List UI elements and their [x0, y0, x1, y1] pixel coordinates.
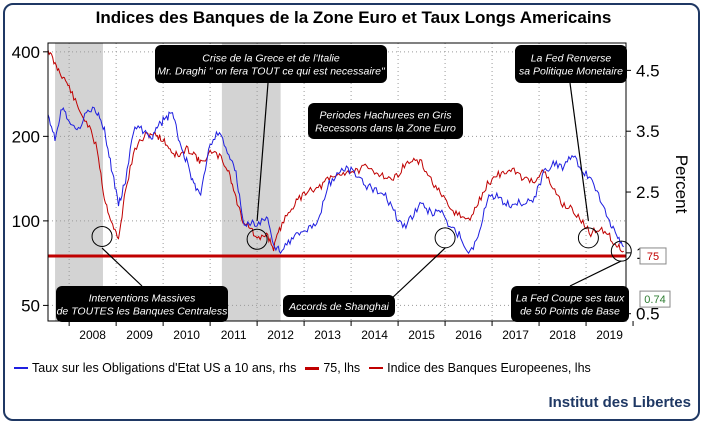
x-tick-label-2009: 2009 [126, 328, 153, 342]
axes: 2008 2009 2010 2011 2012 2013 2014 2015 2016 2017… [12, 42, 691, 342]
annotation-box-fedcut [511, 286, 629, 322]
data-series [47, 49, 626, 258]
legend-swatch-yield [14, 367, 28, 369]
legend-label-bank: Indice des Banques Europeenes, lhs [387, 361, 591, 375]
annotation-box-fedreverse [515, 45, 627, 83]
annotation-text-fedcut-0: La Fed Coupe ses taux [516, 293, 625, 305]
end-label-074: 0.74 [644, 294, 665, 306]
annotation-text-greece-0: Crise de la Grece et de l'Italie [202, 53, 340, 65]
plot-border [47, 42, 627, 322]
x-tick-label-2014: 2014 [361, 328, 388, 342]
annotation-text-fedreverse-1: sa Politique Monetaire [519, 66, 623, 78]
legend-item-yield: Taux sur les Obligations d'Etat US a 10 … [14, 361, 296, 375]
series-line-yield [47, 106, 625, 255]
annotation-pointer-fedcut [569, 260, 622, 287]
x-tick-label-2010: 2010 [173, 328, 200, 342]
circle-2019a [577, 227, 599, 249]
x-tick-label-2008: 2008 [79, 328, 106, 342]
brand-label: Institut des Libertes [548, 394, 691, 411]
annotation-box-shanghai [283, 295, 395, 317]
x-tick-label-2013: 2013 [314, 328, 341, 342]
recession-bands [55, 43, 281, 321]
annotation-box-greece [155, 45, 387, 83]
end-label-75-box [639, 247, 667, 265]
chart-legend: Taux sur les Obligations d'Etat US a 10 … [14, 358, 600, 378]
annotation-box-interventions [56, 286, 228, 322]
recession-band-1 [221, 43, 281, 321]
left-tick-label-50: 50 [21, 296, 40, 315]
right-tick-label-0.5: 0.5 [636, 305, 660, 324]
x-tick-label-2018: 2018 [549, 328, 576, 342]
x-tick-label-2019: 2019 [596, 328, 623, 342]
legend-item-level: 75, lhs [305, 361, 360, 375]
right-tick-label-2.5: 2.5 [636, 183, 660, 202]
annotation-pointer-greece [256, 82, 269, 221]
x-tick-label-2012: 2012 [267, 328, 294, 342]
legend-swatch-bank [369, 367, 384, 369]
annotation-box-recession [308, 103, 463, 139]
series-line-bank [47, 49, 624, 253]
left-tick-label-100: 100 [12, 212, 40, 231]
legend-swatch-level [305, 366, 320, 370]
annotations: 75 0.74 Crise de la Grece et de l'ItalieMr… [56, 45, 671, 322]
left-tick-label-400: 400 [12, 43, 40, 62]
circle-2016 [434, 227, 456, 249]
right-tick-label-4.5: 4.5 [636, 61, 660, 80]
left-tick-label-200: 200 [12, 127, 40, 146]
legend-label-yield: Taux sur les Obligations d'Etat US a 10 … [32, 361, 297, 375]
annotation-text-recession-0: Periodes Hachurees en Gris [320, 110, 453, 122]
x-tick-label-2016: 2016 [455, 328, 482, 342]
annotation-text-fedreverse-0: La Fed Renverse [531, 53, 612, 65]
annotation-text-fedcut-1: de 50 Points de Base [520, 306, 620, 318]
annotation-pointer-shanghai [389, 247, 446, 301]
annotation-text-interventions-0: Interventions Massives [89, 293, 197, 305]
right-axis-label: Percent [672, 155, 691, 214]
annotation-pointer-interventions [101, 247, 143, 287]
annotation-pointer-fedreverse [569, 82, 590, 221]
x-tick-label-2015: 2015 [408, 328, 435, 342]
annotation-text-interventions-1: de TOUTES les Banques Centraless [57, 306, 229, 318]
recession-band-0 [55, 43, 103, 321]
legend-item-bank: Indice des Banques Europeenes, lhs [369, 361, 591, 375]
circle-2009 [91, 225, 113, 247]
annotation-text-recession-1: Recessons dans la Zone Euro [315, 123, 456, 135]
right-tick-label-3.5: 3.5 [636, 122, 660, 141]
chart-title: Indices des Banques de la Zone Euro et T… [95, 8, 612, 27]
legend-label-level: 75, lhs [323, 361, 361, 375]
end-label-75: 75 [647, 251, 659, 263]
x-tick-label-2017: 2017 [502, 328, 529, 342]
end-label-074-box [639, 290, 671, 308]
annotation-text-greece-1: Mr. Draghi " on fera TOUT ce qui est nec… [157, 66, 386, 78]
x-tick-label-2011: 2011 [221, 328, 247, 342]
circle-2012 [246, 228, 268, 250]
annotation-text-shanghai-0: Accords de Shanghai [288, 301, 389, 313]
